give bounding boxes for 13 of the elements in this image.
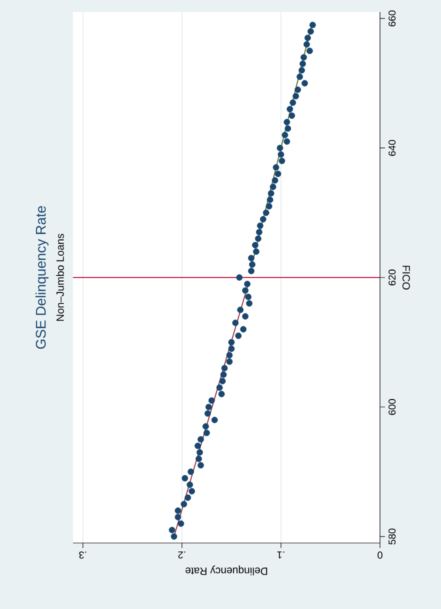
x-tick-label: .1 — [277, 552, 284, 558]
text: GSE Delinquency Rate — [35, 206, 49, 349]
x-tick-label: .2 — [178, 552, 186, 559]
y-tick-label: 660 — [388, 10, 396, 26]
y-tick-label: 600 — [388, 399, 396, 415]
y-tick-label: 640 — [388, 140, 396, 156]
y-tick-label: 580 — [388, 528, 396, 544]
text: Non–Jumbo Loans — [56, 234, 64, 321]
x-tick-label: 0 — [378, 552, 382, 559]
y-axis-title: FICO — [402, 266, 410, 290]
x-tick-label: .3 — [79, 552, 86, 559]
y-tick-label: 620 — [388, 270, 396, 286]
x-axis-title: Delinquency Rate — [186, 565, 268, 576]
